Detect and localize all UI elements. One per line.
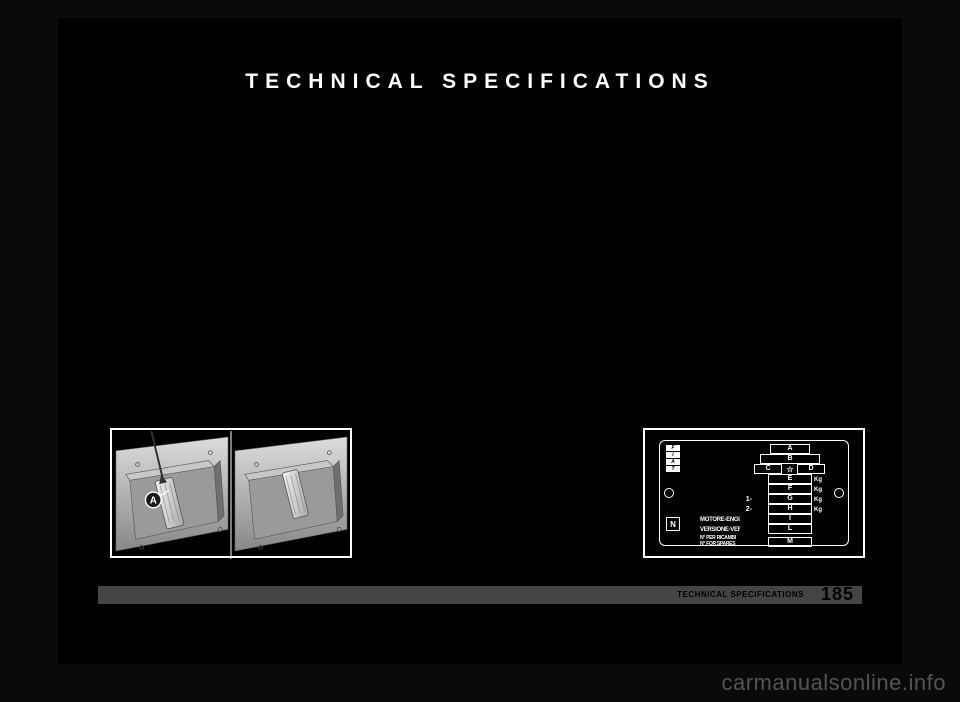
plate-cell-l: L xyxy=(768,524,812,534)
plate-unit: Kg xyxy=(812,485,830,495)
plate-label-version: VERSIONE-VERSION xyxy=(700,525,740,535)
page-title: TECHNICAL SPECIFICATIONS xyxy=(58,70,902,94)
plate-cell-h: H xyxy=(768,504,812,514)
plate-cell-b: B xyxy=(760,454,820,464)
plate-rivet-left xyxy=(664,488,674,498)
plate-cell-c: C xyxy=(754,464,782,474)
plate-label-spares-2: N° FOR SPARES xyxy=(700,541,740,547)
fiat-logo-letter: I xyxy=(666,452,680,458)
plate-n-box: N xyxy=(666,517,680,531)
fiat-logo-letter: T xyxy=(666,466,680,472)
plate-rivet-right xyxy=(834,488,844,498)
plate-grid: A B C ☆ D E Kg xyxy=(700,445,830,549)
fiat-logo-letter: F xyxy=(666,445,680,451)
plate-label-engine: MOTORE-ENGINE xyxy=(700,515,740,525)
manual-page: TECHNICAL SPECIFICATIONS xyxy=(58,18,902,664)
footer-section-label: TECHNICAL SPECIFICATIONS xyxy=(677,590,804,599)
footer-page-number: 185 xyxy=(821,584,854,605)
plate-unit: Kg xyxy=(812,495,830,505)
fiat-logo: F I A T xyxy=(666,445,680,472)
vin-location-svg: A xyxy=(112,430,350,560)
callout-a-label: A xyxy=(150,495,157,506)
plate-outline: F I A T N A B C xyxy=(659,440,849,546)
plate-cell-i: I xyxy=(768,514,812,524)
plate-cell-d: D xyxy=(797,464,825,474)
plate-cell-m: M xyxy=(768,537,812,547)
plate-cell-e: E xyxy=(768,474,812,484)
watermark-text: carmanualsonline.info xyxy=(721,670,946,696)
plate-cell-f: F xyxy=(768,484,812,494)
page-footer: TECHNICAL SPECIFICATIONS 185 xyxy=(98,586,862,604)
figure-identification-plate: F I A T N A B C xyxy=(643,428,865,558)
fiat-logo-letter: A xyxy=(666,459,680,465)
plate-cell-a: A xyxy=(770,444,810,454)
plate-axle-num: 1- xyxy=(740,495,754,505)
plate-unit: Kg xyxy=(812,475,830,485)
figure-vin-location: A xyxy=(110,428,352,558)
plate-unit: Kg xyxy=(812,505,830,515)
plate-axle-num: 2- xyxy=(740,505,754,515)
plate-cell-g: G xyxy=(768,494,812,504)
